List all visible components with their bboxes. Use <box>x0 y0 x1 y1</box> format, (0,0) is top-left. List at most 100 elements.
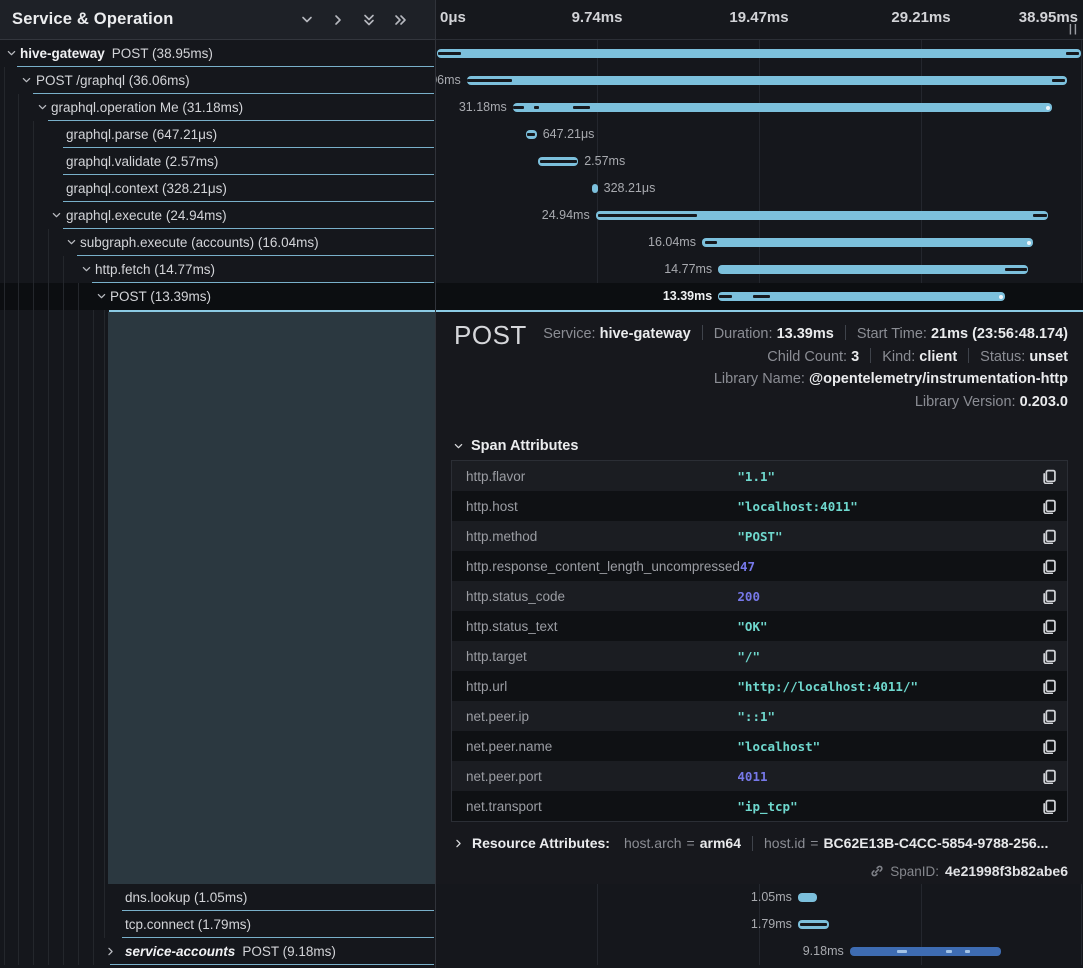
span-row-tcp-connect[interactable]: tcp.connect (1.79ms) 1.79ms <box>0 911 1083 938</box>
column-resize-handle[interactable]: || <box>1068 23 1079 35</box>
copy-icon[interactable] <box>1041 649 1056 664</box>
span-name-cell[interactable]: tcp.connect (1.79ms) <box>0 911 435 938</box>
meta-separator <box>870 347 872 363</box>
chevron-down-icon[interactable] <box>21 75 32 86</box>
child-time-segment <box>539 160 577 163</box>
span-bar-cell[interactable]: 2.57ms <box>435 148 1083 175</box>
indent-guide <box>18 121 19 148</box>
chevron-right-icon[interactable] <box>331 13 345 27</box>
double-chevron-down-icon[interactable] <box>362 13 376 27</box>
span-row-hive-gateway-post[interactable]: hive-gateway POST (38.95ms) <box>0 40 1083 67</box>
span-bar-cell[interactable]: 14.77ms <box>435 256 1083 283</box>
span-label: hive-gateway POST (38.95ms) <box>20 46 213 61</box>
copy-icon[interactable] <box>1041 619 1056 634</box>
meta-label: Library Version: <box>914 393 1020 410</box>
span-bar[interactable] <box>718 265 1028 274</box>
tree-collapse-controls <box>300 13 407 27</box>
span-bar[interactable] <box>436 49 1082 58</box>
span-bar-cell[interactable]: 36.06ms <box>435 67 1083 94</box>
span-row-graphql-validate[interactable]: graphql.validate (2.57ms) 2.57ms <box>0 148 1083 175</box>
link-icon[interactable] <box>870 864 884 878</box>
indent-guide <box>18 283 19 310</box>
span-row-graphql-parse[interactable]: graphql.parse (647.21μs) 647.21μs <box>0 121 1083 148</box>
copy-icon <box>1043 559 1056 574</box>
chevron-down-icon[interactable] <box>6 48 17 59</box>
chevron-down-icon[interactable] <box>51 210 62 221</box>
span-bar-cell[interactable]: 24.94ms <box>435 202 1083 229</box>
span-name-cell[interactable]: graphql.execute (24.94ms) <box>0 202 435 229</box>
chevron-down-icon[interactable] <box>81 264 92 275</box>
span-row-service-accounts-post[interactable]: service-accounts POST (9.18ms) 9.18ms <box>0 938 1083 965</box>
copy-icon[interactable] <box>1041 589 1056 604</box>
copy-icon[interactable] <box>1041 499 1056 514</box>
span-attributes-header[interactable]: Span Attributes <box>453 438 578 454</box>
row-underline <box>63 201 434 202</box>
span-row-post-graphql[interactable]: POST /graphql (36.06ms) 36.06ms <box>0 67 1083 94</box>
meta-value: 0.203.0 <box>1019 393 1068 410</box>
chevron-down-icon[interactable] <box>66 237 77 248</box>
double-chevron-right-icon[interactable] <box>393 13 407 27</box>
span-bar-cell[interactable]: 31.18ms <box>435 94 1083 121</box>
indent-guide <box>18 310 19 884</box>
span-label: http.fetch (14.77ms) <box>95 262 216 277</box>
chevron-down-icon[interactable] <box>453 441 464 452</box>
span-bar-cell[interactable]: 328.21μs <box>435 175 1083 202</box>
copy-icon[interactable] <box>1041 799 1056 814</box>
child-time-segment <box>1005 268 1028 271</box>
span-name-cell[interactable]: graphql.parse (647.21μs) <box>0 121 435 148</box>
indent-guide <box>4 283 5 310</box>
indent-guide <box>33 884 34 911</box>
span-name-cell[interactable]: graphql.validate (2.57ms) <box>0 148 435 175</box>
span-row-subgraph-execute-accounts[interactable]: subgraph.execute (accounts) (16.04ms) 16.… <box>0 229 1083 256</box>
span-name-cell[interactable]: dns.lookup (1.05ms) <box>0 884 435 911</box>
copy-icon[interactable] <box>1041 469 1056 484</box>
span-bar-cell[interactable]: 647.21μs <box>435 121 1083 148</box>
copy-icon[interactable] <box>1041 709 1056 724</box>
panel-divider[interactable] <box>435 0 436 968</box>
copy-icon[interactable] <box>1041 769 1056 784</box>
equals-sign: = <box>810 835 819 851</box>
span-row-graphql-execute[interactable]: graphql.execute (24.94ms) 24.94ms <box>0 202 1083 229</box>
span-bar-cell[interactable] <box>435 40 1083 67</box>
span-label: service-accounts POST (9.18ms) <box>125 944 336 959</box>
span-bar-cell[interactable]: 9.18ms <box>435 938 1083 965</box>
copy-icon <box>1043 679 1056 694</box>
resource-attributes-row[interactable]: Resource Attributes: host.arch = arm64 host.… <box>453 835 1048 851</box>
span-name-cell[interactable]: http.fetch (14.77ms) <box>0 256 435 283</box>
copy-icon[interactable] <box>1041 559 1056 574</box>
span-bar-cell[interactable]: 1.05ms <box>435 884 1083 911</box>
span-bar[interactable] <box>797 893 817 902</box>
chevron-down-icon[interactable] <box>96 291 107 302</box>
span-bar-cell[interactable]: 1.79ms <box>435 911 1083 938</box>
span-name-cell[interactable]: POST /graphql (36.06ms) <box>0 67 435 94</box>
copy-icon[interactable] <box>1041 739 1056 754</box>
span-name-cell[interactable]: service-accounts POST (9.18ms) <box>0 938 435 965</box>
span-row-dns-lookup[interactable]: dns.lookup (1.05ms) 1.05ms <box>0 884 1083 911</box>
span-bar[interactable] <box>595 211 1048 220</box>
copy-icon[interactable] <box>1041 529 1056 544</box>
chevron-right-icon[interactable] <box>453 838 464 849</box>
span-name-cell[interactable]: graphql.operation Me (31.18ms) <box>0 94 435 121</box>
chevron-down-icon[interactable] <box>37 102 48 113</box>
span-bar[interactable] <box>512 103 1052 112</box>
span-name-cell[interactable]: hive-gateway POST (38.95ms) <box>0 40 435 67</box>
span-row-http-fetch[interactable]: http.fetch (14.77ms) 14.77ms <box>0 256 1083 283</box>
span-bar[interactable] <box>591 184 598 193</box>
span-bar[interactable] <box>466 76 1067 85</box>
span-bar[interactable] <box>701 238 1034 247</box>
span-row-post-selected[interactable]: POST (13.39ms) 13.39ms <box>0 283 1083 310</box>
indent-guide <box>18 94 19 121</box>
span-name-cell[interactable]: POST (13.39ms) <box>0 283 435 310</box>
span-name-cell[interactable]: graphql.context (328.21μs) <box>0 175 435 202</box>
copy-icon[interactable] <box>1041 679 1056 694</box>
chevron-right-icon[interactable] <box>105 946 116 957</box>
span-row-graphql-context[interactable]: graphql.context (328.21μs) 328.21μs <box>0 175 1083 202</box>
span-name-cell[interactable]: subgraph.execute (accounts) (16.04ms) <box>0 229 435 256</box>
chevron-down-icon[interactable] <box>300 13 314 27</box>
copy-icon <box>1043 499 1056 514</box>
span-bar-cell[interactable]: 16.04ms <box>435 229 1083 256</box>
span-bar[interactable] <box>718 292 1006 301</box>
span-row-graphql-operation-me[interactable]: graphql.operation Me (31.18ms) 31.18ms <box>0 94 1083 121</box>
span-bar[interactable] <box>849 947 1001 956</box>
span-bar-cell[interactable]: 13.39ms <box>435 283 1083 310</box>
